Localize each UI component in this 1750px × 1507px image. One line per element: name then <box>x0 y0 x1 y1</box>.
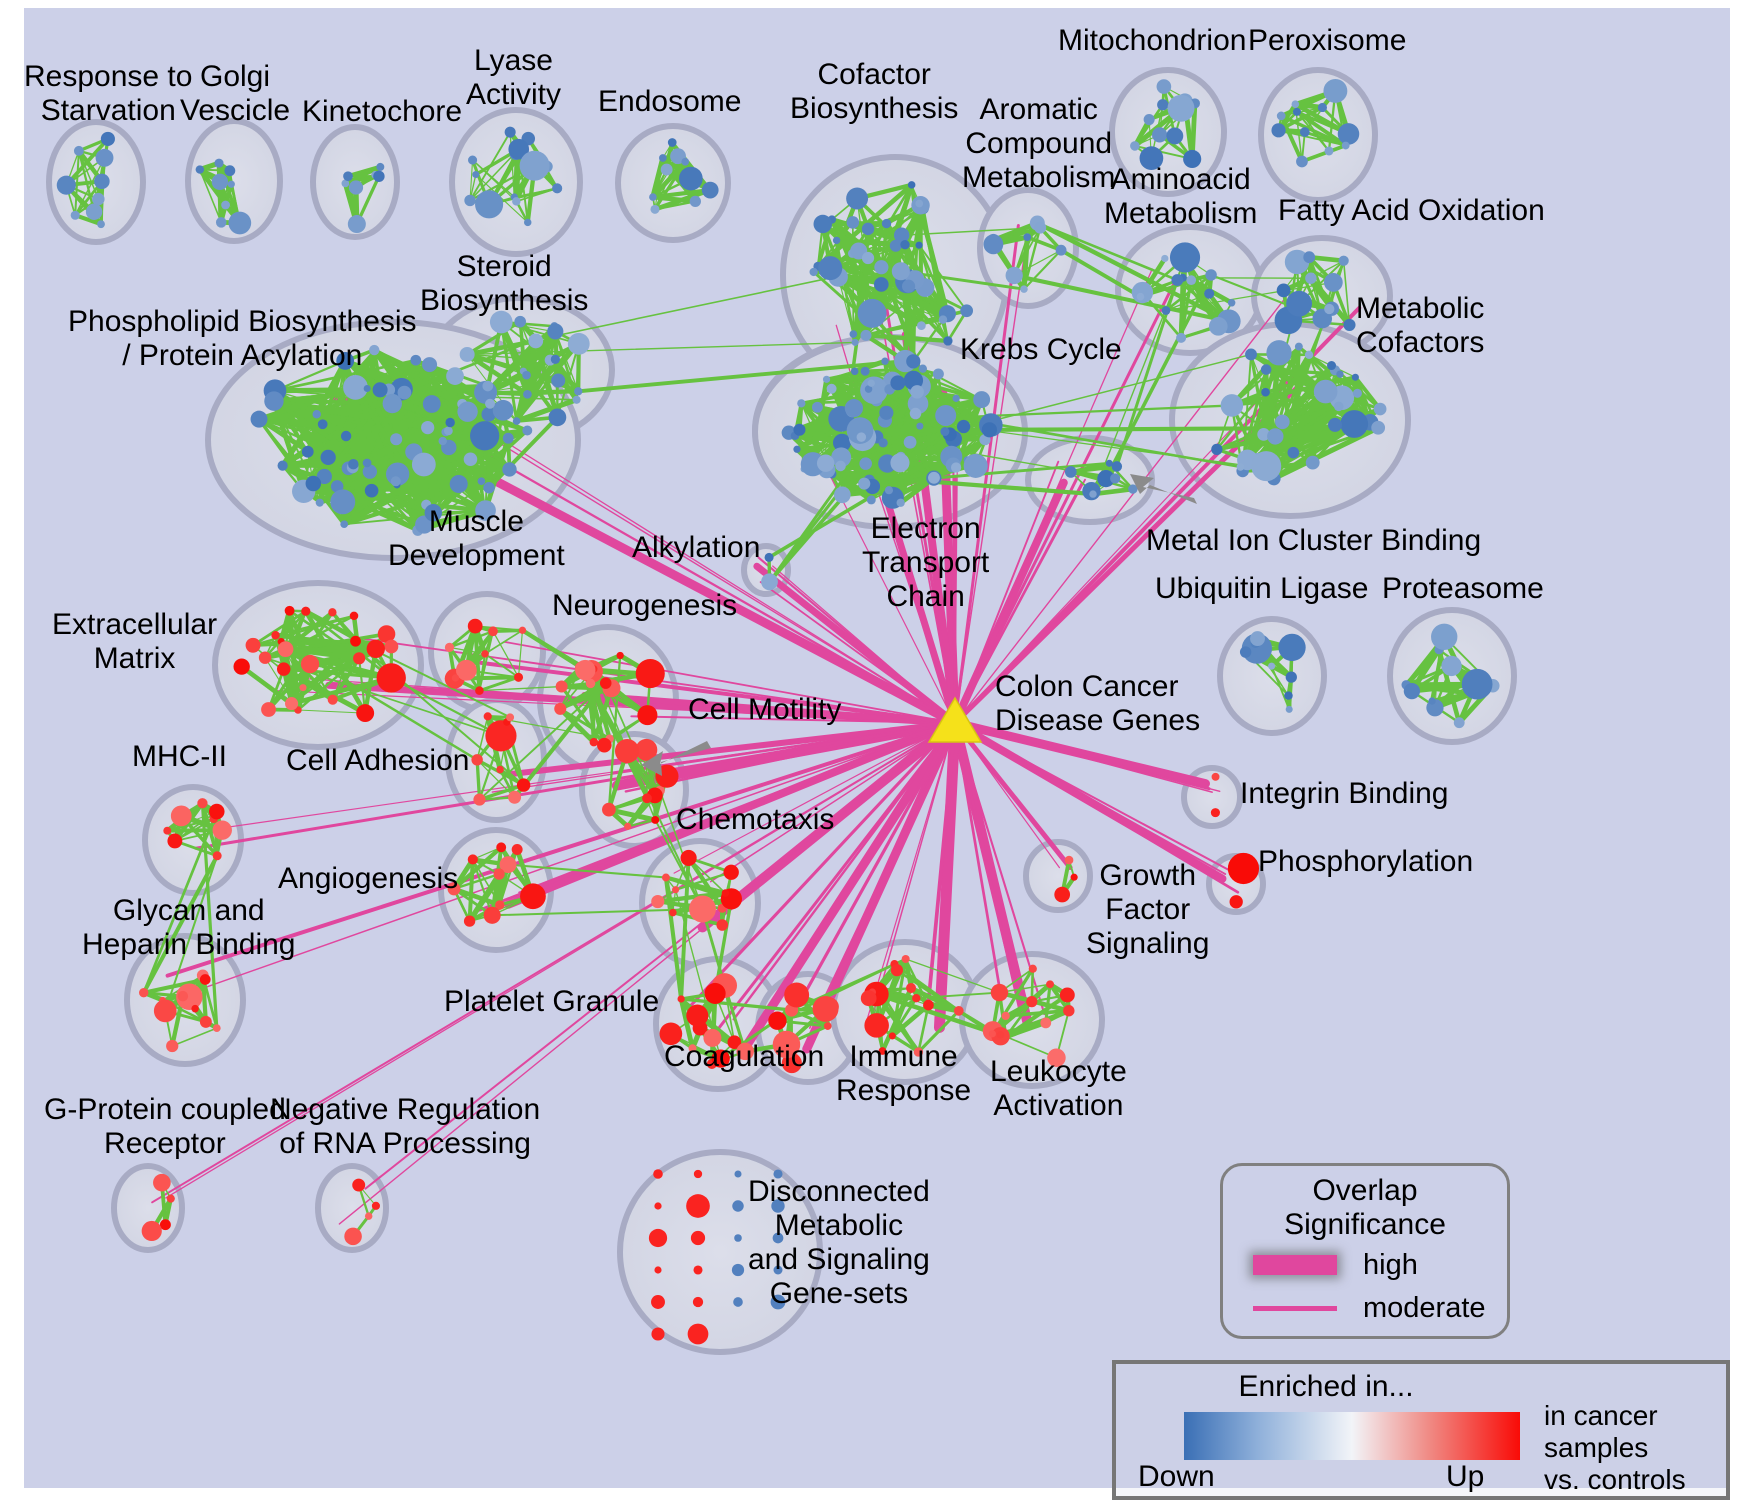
legend-enrichment-context: in cancer samples vs. controls <box>1544 1400 1686 1495</box>
cluster-label: Phosphorylation <box>1258 845 1474 878</box>
cluster-label: Aminoacid Metabolism <box>1104 163 1258 230</box>
legend-up-label: Up <box>1446 1460 1485 1493</box>
cluster-label: Coagulation <box>664 1040 825 1073</box>
legend-moderate-swatch <box>1253 1306 1337 1311</box>
cluster-label: Electron Transport Chain <box>862 512 990 613</box>
cluster-label: Integrin Binding <box>1240 777 1449 810</box>
cluster-label: MHC-II <box>132 740 227 773</box>
legend-enrichment: Enriched in... Down Up in cancer samples v… <box>1112 1360 1730 1500</box>
cluster-label: Mitochondrion <box>1058 24 1247 57</box>
cluster-label: Disconnected Metabolic and Signaling Gene-s… <box>748 1175 930 1310</box>
cluster-label: Alkylation <box>632 531 761 564</box>
cluster-label: Angiogenesis <box>278 862 459 895</box>
hub-label: Colon Cancer Disease Genes <box>995 670 1201 737</box>
cluster-label: Neurogenesis <box>552 589 738 622</box>
cluster-label: Metabolic Cofactors <box>1356 292 1485 359</box>
legend-enrichment-title: Enriched in... <box>1238 1370 1414 1403</box>
cluster-label: Peroxisome <box>1248 24 1407 57</box>
cluster-label: Phospholipid Biosynthesis / Protein Acyla… <box>68 305 417 372</box>
cluster-label: Chemotaxis <box>676 803 835 836</box>
cluster-label: Cofactor Biosynthesis <box>790 58 959 125</box>
cluster-label: Steroid Biosynthesis <box>420 250 589 317</box>
cluster-label: Negative Regulation of RNA Processing <box>270 1093 541 1160</box>
cluster-label: G-Protein coupled Receptor <box>44 1093 286 1160</box>
cluster-label: Metal Ion Cluster Binding <box>1146 524 1482 557</box>
cluster-label: Cell Motility <box>688 693 842 726</box>
cluster-label: Extracellular Matrix <box>52 608 218 675</box>
cluster-label: Krebs Cycle <box>960 333 1122 366</box>
cluster-label: Proteasome <box>1382 572 1544 605</box>
enrichment-color-gradient <box>1184 1412 1520 1460</box>
legend-significance-title: Overlap Significance <box>1284 1174 1446 1241</box>
cluster-label: Endosome <box>598 85 742 118</box>
cluster-label: Lyase Activity <box>466 44 562 111</box>
cluster-label: Kinetochore <box>302 95 463 128</box>
cluster-label: Aromatic Compound Metabolism <box>962 93 1116 194</box>
cluster-label: Muscle Development <box>388 505 565 572</box>
cluster-label: Platelet Granule <box>444 985 660 1018</box>
cluster-label: Golgi Vescicle <box>180 60 291 127</box>
legend-overlap-significance: Overlap Significance high moderate <box>1220 1163 1510 1339</box>
cluster-label: Leukocyte Activation <box>990 1055 1127 1122</box>
cluster-label: Response to Starvation <box>24 60 193 127</box>
legend-high-label: high <box>1363 1249 1418 1281</box>
cluster-label: Fatty Acid Oxidation <box>1278 194 1545 227</box>
cluster-label: Growth Factor Signaling <box>1086 859 1210 960</box>
cluster-label: Glycan and Heparin Binding <box>82 894 296 961</box>
legend-down-label: Down <box>1138 1460 1215 1493</box>
cluster-label: Cell Adhesion <box>286 744 470 777</box>
cluster-label: Ubiquitin Ligase <box>1155 572 1369 605</box>
legend-moderate-label: moderate <box>1363 1292 1486 1324</box>
cluster-label: Immune Response <box>836 1040 972 1107</box>
legend-high-swatch <box>1253 1255 1337 1275</box>
